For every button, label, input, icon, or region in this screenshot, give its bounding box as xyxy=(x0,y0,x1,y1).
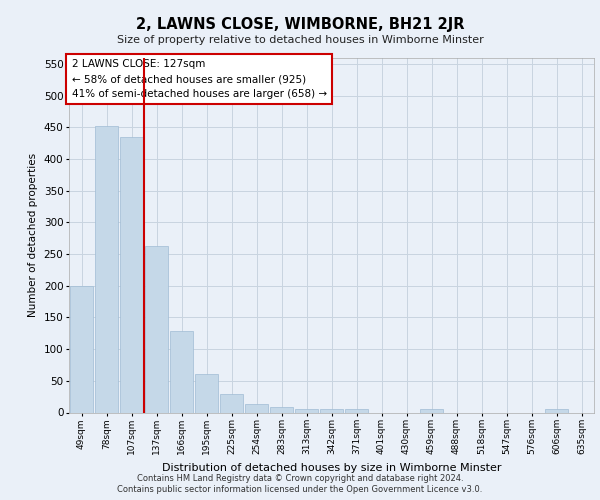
Bar xyxy=(195,374,218,412)
Bar xyxy=(420,410,443,412)
Bar xyxy=(345,410,368,412)
Bar xyxy=(95,126,118,412)
Bar xyxy=(245,404,268,412)
Text: 2 LAWNS CLOSE: 127sqm
← 58% of detached houses are smaller (925)
41% of semi-det: 2 LAWNS CLOSE: 127sqm ← 58% of detached … xyxy=(71,60,327,99)
Bar xyxy=(170,332,193,412)
Bar xyxy=(295,410,318,412)
Bar xyxy=(320,410,343,412)
Text: Size of property relative to detached houses in Wimborne Minster: Size of property relative to detached ho… xyxy=(116,35,484,45)
Text: 2, LAWNS CLOSE, WIMBORNE, BH21 2JR: 2, LAWNS CLOSE, WIMBORNE, BH21 2JR xyxy=(136,18,464,32)
Bar xyxy=(545,410,568,412)
X-axis label: Distribution of detached houses by size in Wimborne Minster: Distribution of detached houses by size … xyxy=(162,463,501,473)
Bar xyxy=(220,394,243,412)
Bar xyxy=(70,286,93,412)
Bar xyxy=(145,246,168,412)
Y-axis label: Number of detached properties: Number of detached properties xyxy=(28,153,38,317)
Text: Contains HM Land Registry data © Crown copyright and database right 2024.
Contai: Contains HM Land Registry data © Crown c… xyxy=(118,474,482,494)
Bar xyxy=(270,408,293,412)
Bar xyxy=(120,136,143,412)
